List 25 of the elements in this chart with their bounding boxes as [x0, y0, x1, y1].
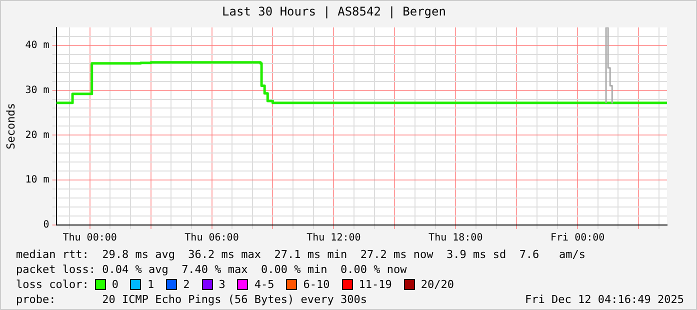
text: 20/20 [420, 277, 454, 292]
text: 3 [218, 277, 226, 292]
x-tick-label: Thu 00:00 [62, 232, 117, 244]
chart-title: Last 30 Hours | AS8542 | Bergen [222, 4, 446, 18]
text: Fri Dec 12 04:16:49 2025 [525, 292, 684, 307]
text: 2 [183, 277, 190, 292]
x-tick-label: Fri 00:00 [550, 232, 605, 244]
x-tick-label: Thu 18:00 [428, 232, 483, 244]
text: 0 [112, 277, 118, 292]
text: 1 [147, 277, 154, 292]
text: 11-19 [358, 277, 392, 292]
text: loss color: [16, 277, 89, 292]
text: 6-10 [303, 277, 330, 292]
text: probe: 20 ICMP Echo Pings (56 Bytes) every 300s [16, 292, 367, 307]
text: median rtt: 29.8 ms avg 36.2 ms max 27.1 ms min 27.2 ms now 3.9 ms sd 7.6 am/s [16, 247, 587, 262]
y-tick-label: 20 m [25, 130, 50, 141]
y-tick-label: 0 [43, 220, 50, 231]
text: packet loss: 0.04 % avg 7.40 % max 0.00 % min 0.00 % now [16, 262, 408, 277]
y-tick-label: 10 m [25, 174, 50, 186]
text: 4-5 [254, 277, 274, 292]
y-tick-label: 40 m [25, 40, 50, 51]
x-tick-label: Thu 12:00 [306, 232, 361, 244]
x-tick-label: Thu 06:00 [184, 232, 239, 244]
y-axis-title: Seconds [4, 103, 18, 150]
y-tick-label: 30 m [25, 84, 50, 96]
